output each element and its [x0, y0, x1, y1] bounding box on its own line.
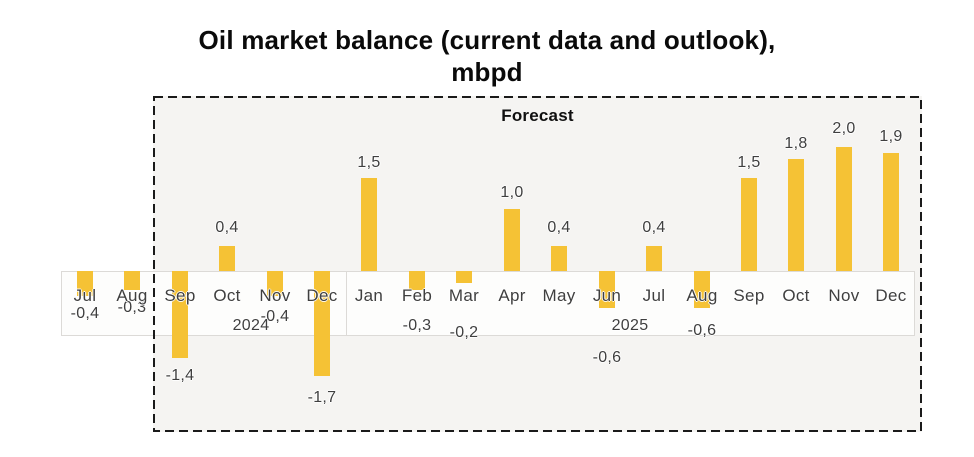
bar-value-label: 0,4	[547, 219, 571, 236]
year-label: 2024	[232, 317, 270, 334]
bar	[77, 271, 93, 296]
bar-value-label: 0,4	[642, 219, 666, 236]
bar	[551, 246, 567, 271]
bar-value-label: -1,4	[165, 367, 195, 384]
bar-value-label: 1,8	[784, 135, 808, 152]
month-label: Dec	[875, 286, 907, 305]
bar-value-label: -0,3	[117, 299, 147, 316]
chart-title-line1: Oil market balance (current data and out…	[198, 25, 776, 55]
bar-value-label: 1,5	[737, 154, 761, 171]
bar	[219, 246, 235, 271]
bar	[172, 271, 188, 358]
chart-title-line2: mbpd	[451, 57, 523, 87]
bar	[361, 178, 377, 271]
bar-value-label: -0,6	[592, 349, 622, 366]
bar-value-label: -0,6	[687, 322, 717, 339]
chart-title: Oil market balance (current data and out…	[0, 24, 974, 88]
forecast-label: Forecast	[501, 106, 574, 125]
bar	[504, 209, 520, 271]
bar-value-label: 1,5	[357, 154, 381, 171]
bar-value-label: -0,2	[449, 324, 479, 341]
bar	[741, 178, 757, 271]
bar-value-label: 0,4	[215, 219, 239, 236]
bar-value-label: 1,9	[879, 128, 903, 145]
month-label: Jul	[73, 286, 97, 305]
month-label: Aug	[116, 286, 148, 305]
bar	[883, 153, 899, 271]
year-label: 2025	[611, 317, 649, 334]
bar	[836, 147, 852, 271]
bar-value-label: -0,4	[70, 305, 100, 322]
bar	[456, 271, 472, 283]
bar	[788, 159, 804, 271]
bar	[124, 271, 140, 290]
bar-value-label: 1,0	[500, 184, 524, 201]
bar-value-label: -1,7	[307, 389, 337, 406]
bar	[646, 246, 662, 271]
